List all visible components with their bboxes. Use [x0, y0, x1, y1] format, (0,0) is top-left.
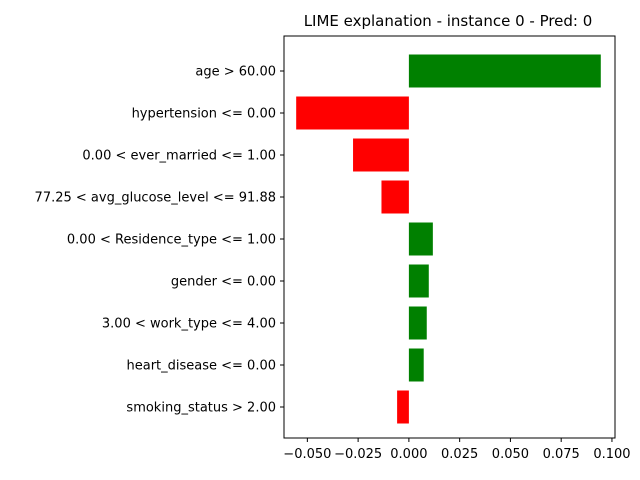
x-tick-label: −0.025: [334, 447, 382, 462]
bars-layer: [296, 54, 601, 424]
x-tick-label: 0.100: [593, 447, 630, 462]
x-tick-label: −0.050: [283, 447, 331, 462]
y-tick-label: heart_disease <= 0.00: [126, 359, 276, 374]
bar-0: [408, 54, 601, 88]
y-tick-label: 3.00 < work_type <= 4.00: [102, 317, 276, 332]
y-tick-label: smoking_status > 2.00: [126, 401, 276, 416]
bar-5: [408, 264, 429, 298]
x-axis: −0.050 −0.025 0.000 0.025 0.050 0.075 0.100: [283, 438, 631, 462]
y-tick-label: age > 60.00: [195, 65, 276, 80]
bar-8: [397, 390, 409, 424]
bar-2: [353, 138, 409, 172]
bar-1: [296, 96, 409, 130]
y-tick-label: gender <= 0.00: [171, 275, 276, 290]
y-tick-label: 0.00 < Residence_type <= 1.00: [67, 233, 276, 248]
y-tick-label: hypertension <= 0.00: [132, 107, 276, 122]
y-tick-label: 77.25 < avg_glucose_level <= 91.88: [35, 191, 276, 206]
bar-7: [408, 348, 424, 382]
chart-title: LIME explanation - instance 0 - Pred: 0: [304, 12, 593, 30]
y-axis: age > 60.00 hypertension <= 0.00 0.00 < ev…: [35, 65, 284, 416]
bar-4: [408, 222, 433, 256]
x-tick-label: 0.000: [390, 447, 427, 462]
plot-frame: [283, 35, 616, 439]
y-tick-label: 0.00 < ever_married <= 1.00: [82, 149, 276, 164]
x-tick-label: 0.025: [441, 447, 478, 462]
bar-3: [381, 180, 409, 214]
x-tick-label: 0.050: [492, 447, 529, 462]
bar-6: [408, 306, 427, 340]
x-tick-label: 0.075: [543, 447, 580, 462]
